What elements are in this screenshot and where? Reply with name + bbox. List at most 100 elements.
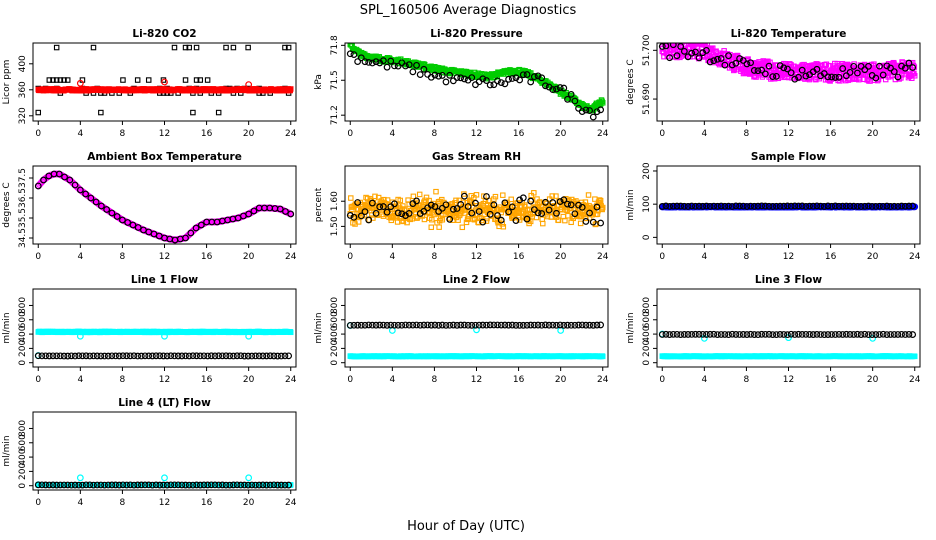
data-point [597, 197, 604, 204]
data-point [680, 47, 688, 55]
data-point [666, 54, 674, 62]
data-point [394, 62, 402, 70]
data-point [391, 62, 398, 70]
data-point [134, 77, 141, 83]
data-point [468, 74, 476, 82]
panel-title: Sample Flow [751, 151, 826, 163]
data-point [348, 195, 354, 201]
data-point [379, 203, 387, 210]
data-point [497, 321, 505, 329]
data-point [553, 85, 560, 93]
data-point [141, 352, 149, 360]
data-point [560, 321, 568, 329]
data-point [754, 331, 762, 339]
data-point [103, 206, 111, 213]
data-point [250, 207, 258, 215]
data-point [383, 208, 391, 216]
data-point [776, 202, 784, 210]
data-point [350, 51, 358, 59]
data-point [739, 57, 747, 64]
y-tick-label: 1.50 [330, 216, 340, 236]
data-point [677, 43, 685, 50]
x-tick-label: 0 [659, 252, 665, 262]
data-point [113, 213, 121, 220]
data-point [350, 213, 358, 221]
data-point [354, 321, 362, 329]
plot-frame [656, 165, 921, 245]
data-point [350, 321, 358, 329]
data-point [773, 331, 780, 339]
data-point [586, 321, 593, 329]
data-point [795, 330, 802, 338]
data-point [285, 44, 292, 51]
x-tick-label: 12 [471, 375, 482, 385]
data-point [196, 352, 204, 360]
x-tick-label: 0 [347, 252, 353, 262]
data-point [237, 352, 245, 360]
data-point [420, 207, 428, 215]
data-point [739, 202, 747, 210]
data-point [761, 70, 769, 78]
data-point [428, 224, 435, 231]
data-point [586, 107, 593, 114]
data-point [842, 330, 850, 338]
plot-area [658, 202, 919, 211]
data-point [728, 61, 736, 69]
x-tick-label: 8 [432, 129, 438, 139]
y-axis-label: ml/min [626, 312, 636, 343]
data-point [464, 321, 472, 329]
data-point [567, 90, 575, 98]
data-point [598, 97, 605, 103]
data-point [861, 66, 869, 74]
data-point [743, 203, 751, 210]
data-point [773, 72, 780, 80]
data-point [703, 202, 710, 210]
data-point [453, 321, 461, 329]
data-point [854, 330, 861, 338]
data-point [405, 61, 413, 69]
data-point [564, 321, 571, 329]
data-point [542, 321, 549, 329]
x-tick-label: 16 [201, 375, 213, 385]
data-point [379, 321, 387, 329]
data-point [53, 44, 60, 51]
y-tick-label: 0 [18, 360, 28, 366]
data-point [758, 66, 766, 74]
data-point [901, 331, 909, 338]
data-point [839, 65, 847, 72]
data-point [512, 321, 520, 329]
y-tick-label: 200 [330, 340, 340, 357]
data-point [890, 331, 898, 338]
x-tick-label: 4 [77, 129, 83, 139]
data-point [101, 352, 108, 360]
data-point [119, 352, 127, 360]
data-point [171, 352, 178, 360]
data-point [691, 48, 699, 56]
y-tick-label: 200 [642, 162, 652, 179]
y-axis-label: kPa [314, 74, 324, 90]
data-point [553, 193, 559, 199]
data-point [431, 203, 439, 210]
data-point [492, 193, 499, 200]
data-point [115, 352, 123, 360]
data-point [887, 331, 894, 338]
data-point [872, 74, 880, 82]
data-point [431, 321, 439, 329]
data-point [691, 330, 699, 338]
y-axis-label: ml/min [314, 312, 324, 343]
data-point [137, 352, 145, 360]
data-point [449, 205, 457, 213]
data-point [230, 352, 237, 360]
x-tick-label: 16 [201, 252, 213, 262]
data-point [879, 71, 887, 79]
y-tick-label: 51.690 [642, 83, 652, 115]
data-point [255, 352, 263, 360]
plot-area [346, 43, 606, 121]
x-tick-label: 4 [701, 252, 707, 262]
data-point [427, 321, 435, 329]
data-point [714, 55, 721, 63]
